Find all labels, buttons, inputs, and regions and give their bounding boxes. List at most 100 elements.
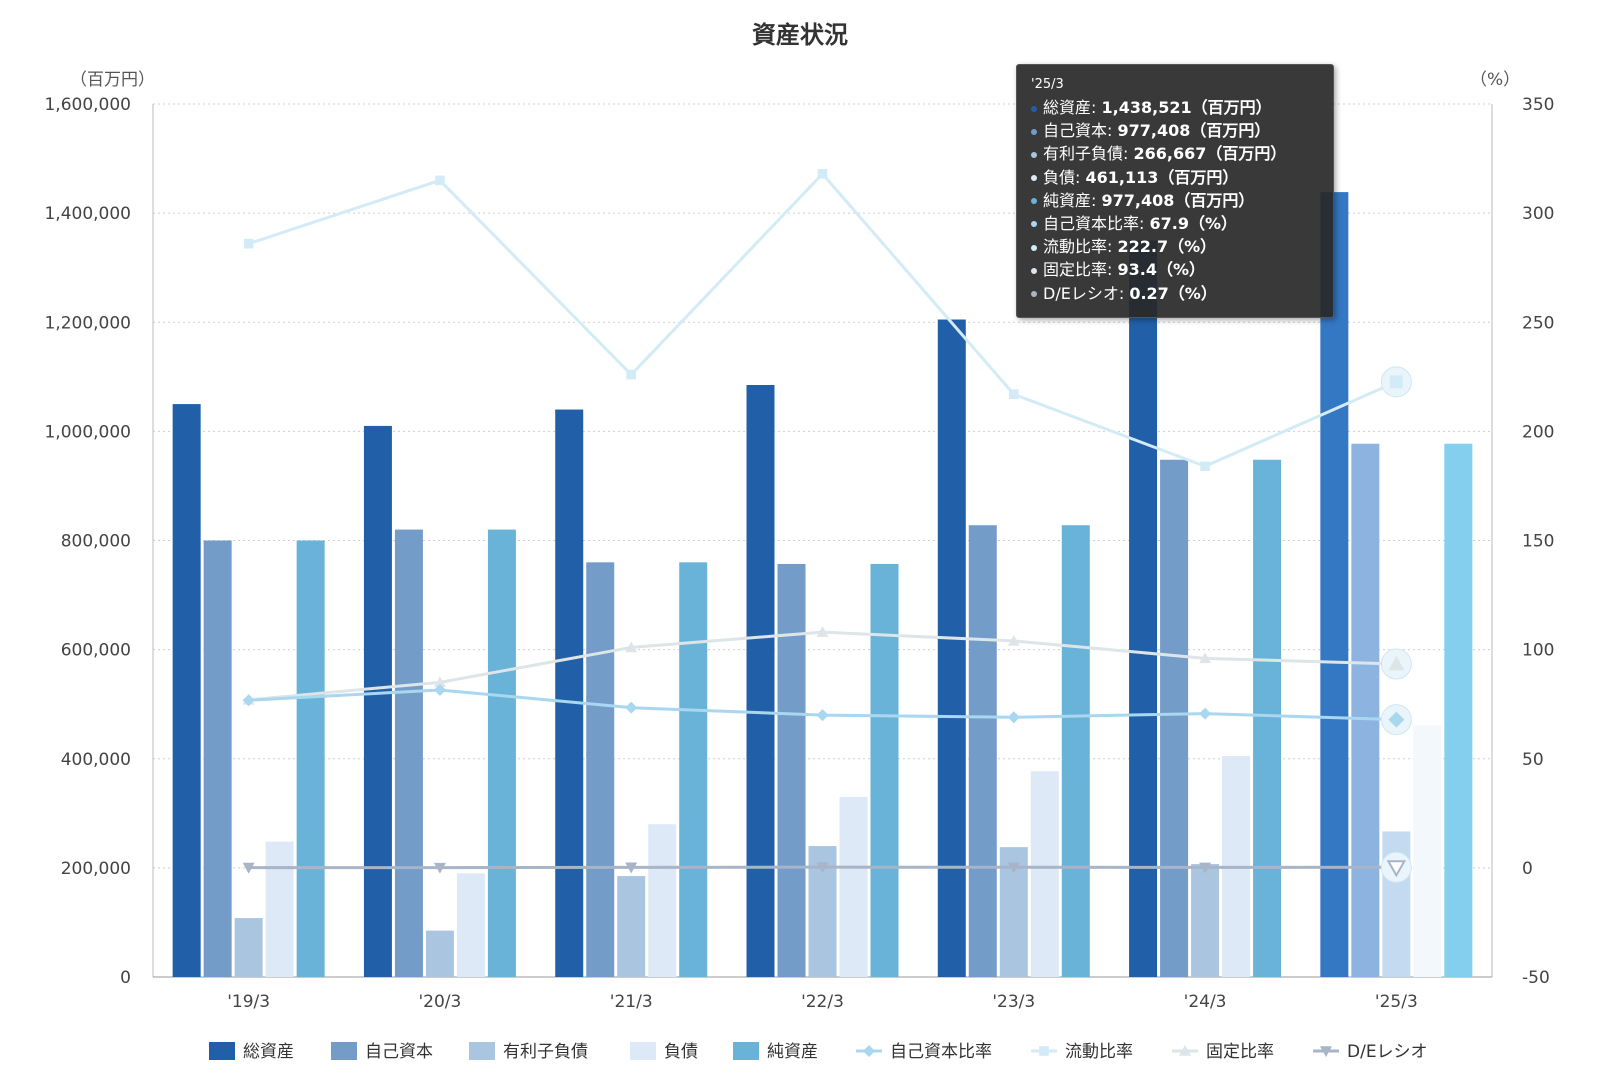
tooltip-label: 流動比率	[1043, 237, 1108, 257]
bar[interactable]	[1129, 240, 1158, 977]
bar[interactable]	[425, 930, 454, 977]
tooltip-value: 461,113（百万円）	[1085, 167, 1239, 187]
line-marker[interactable]	[433, 676, 446, 688]
line-marker[interactable]	[625, 701, 638, 714]
bar[interactable]	[234, 918, 263, 977]
bar[interactable]	[1160, 459, 1189, 977]
line-marker[interactable]	[433, 684, 446, 697]
bar[interactable]	[937, 319, 966, 978]
x-tick-label: '20/3	[418, 992, 461, 1012]
line-marker[interactable]	[1320, 1046, 1332, 1057]
legend[interactable]: 総資産 自己資本 有利子負債 負債 純資産 自己資本比率 流動比率 固定比率 D/Eレシオ	[209, 1042, 1428, 1062]
tooltip-row: 有利子負債: 266,667（百万円）	[1031, 142, 1321, 165]
line-marker[interactable]	[1388, 711, 1405, 728]
bar[interactable]	[203, 540, 232, 978]
tooltip-row: 負債: 461,113（百万円）	[1031, 166, 1321, 189]
bar[interactable]	[296, 540, 325, 978]
bar[interactable]	[679, 562, 708, 977]
bar[interactable]	[968, 525, 997, 977]
bar[interactable]	[363, 425, 392, 977]
bar[interactable]	[746, 384, 775, 977]
tooltip-dot	[1031, 151, 1037, 158]
chart-title: 資産状況	[752, 21, 848, 49]
legend-swatch	[331, 1042, 357, 1060]
bar[interactable]	[1320, 192, 1349, 977]
bar[interactable]	[586, 562, 615, 977]
line-marker[interactable]	[625, 862, 638, 874]
bar[interactable]	[617, 876, 646, 977]
tooltip-value: 977,408（百万円）	[1117, 121, 1271, 141]
left-tick-label: 1,200,000	[44, 313, 131, 333]
tooltip-value: 93.4（%）	[1117, 260, 1206, 280]
bar[interactable]	[870, 563, 899, 977]
line-marker[interactable]	[1199, 707, 1212, 720]
line-marker[interactable]	[1008, 389, 1019, 400]
line-marker[interactable]	[816, 626, 829, 637]
line-marker[interactable]	[1200, 461, 1210, 472]
line-marker[interactable]	[1388, 860, 1405, 876]
line-marker[interactable]	[625, 641, 638, 653]
tooltip-dot	[1031, 198, 1037, 205]
legend-label: 負債	[664, 1042, 698, 1062]
tooltip-dot	[1031, 244, 1037, 251]
line-marker[interactable]	[1039, 1046, 1049, 1056]
line-marker[interactable]	[433, 862, 446, 874]
bar[interactable]	[1253, 459, 1282, 977]
bar[interactable]	[265, 841, 294, 977]
bar[interactable]	[1061, 525, 1090, 977]
bar[interactable]	[1444, 443, 1473, 977]
tooltip-value: 1,438,521（百万円）	[1101, 98, 1272, 117]
line-marker[interactable]	[242, 694, 255, 707]
legend-item[interactable]: 総資産	[209, 1042, 294, 1062]
legend-item[interactable]: 有利子負債	[469, 1042, 588, 1062]
bar[interactable]	[839, 796, 868, 977]
bar[interactable]	[648, 824, 677, 977]
legend-swatch	[209, 1042, 235, 1060]
legend-item[interactable]: 純資産	[733, 1042, 818, 1062]
line-marker[interactable]	[816, 709, 829, 722]
legend-label: D/Eレシオ	[1347, 1042, 1428, 1062]
bar[interactable]	[1413, 725, 1442, 977]
left-tick-label: 1,400,000	[44, 204, 131, 224]
bar[interactable]	[172, 404, 201, 977]
bar[interactable]	[456, 873, 485, 977]
line-marker[interactable]	[817, 169, 828, 179]
x-tick-label: '23/3	[992, 992, 1035, 1012]
data-tooltip: '25/3 総資産: 1,438,521（百万円） 自己資本: 977,408（百…	[1016, 64, 1334, 318]
legend-item[interactable]: 自己資本比率	[856, 1042, 992, 1062]
bar[interactable]	[1191, 864, 1220, 977]
tooltip-value: 266,667（百万円）	[1133, 144, 1287, 164]
bar[interactable]	[394, 529, 423, 977]
bar[interactable]	[1030, 771, 1059, 977]
line-series[interactable]	[242, 169, 1412, 883]
line-marker[interactable]	[816, 862, 829, 874]
tooltip-label: D/Eレシオ	[1043, 283, 1119, 303]
line-marker[interactable]	[1007, 711, 1020, 724]
legend-item[interactable]: 自己資本	[331, 1042, 433, 1062]
legend-item[interactable]: 固定比率	[1172, 1042, 1274, 1062]
line-marker[interactable]	[435, 175, 445, 186]
line-marker[interactable]	[1389, 375, 1403, 389]
x-tick-label: '25/3	[1375, 992, 1418, 1012]
line-marker[interactable]	[1007, 862, 1020, 874]
axes: 0 -50 200,000 0 400,000 50 600,000 100 800,000 15…	[44, 95, 1554, 1012]
line-marker[interactable]	[1199, 652, 1212, 664]
line-marker[interactable]	[1388, 656, 1405, 671]
bar[interactable]	[555, 409, 584, 977]
legend-item[interactable]: 流動比率	[1031, 1042, 1133, 1062]
legend-item[interactable]: 負債	[630, 1042, 698, 1062]
line-marker[interactable]	[626, 369, 637, 380]
right-axis-unit: （%）	[1470, 70, 1520, 90]
legend-swatch	[733, 1042, 759, 1060]
left-tick-label: 1,000,000	[44, 422, 131, 442]
line-marker[interactable]	[1179, 1045, 1191, 1056]
bar[interactable]	[1351, 443, 1380, 977]
legend-item[interactable]: D/Eレシオ	[1313, 1042, 1428, 1062]
bar[interactable]	[777, 563, 806, 977]
line-marker[interactable]	[242, 862, 255, 874]
line-marker[interactable]	[1199, 862, 1212, 874]
line-marker[interactable]	[863, 1045, 875, 1057]
line-marker[interactable]	[1007, 634, 1020, 646]
bar[interactable]	[487, 529, 516, 977]
line-marker[interactable]	[243, 238, 254, 249]
